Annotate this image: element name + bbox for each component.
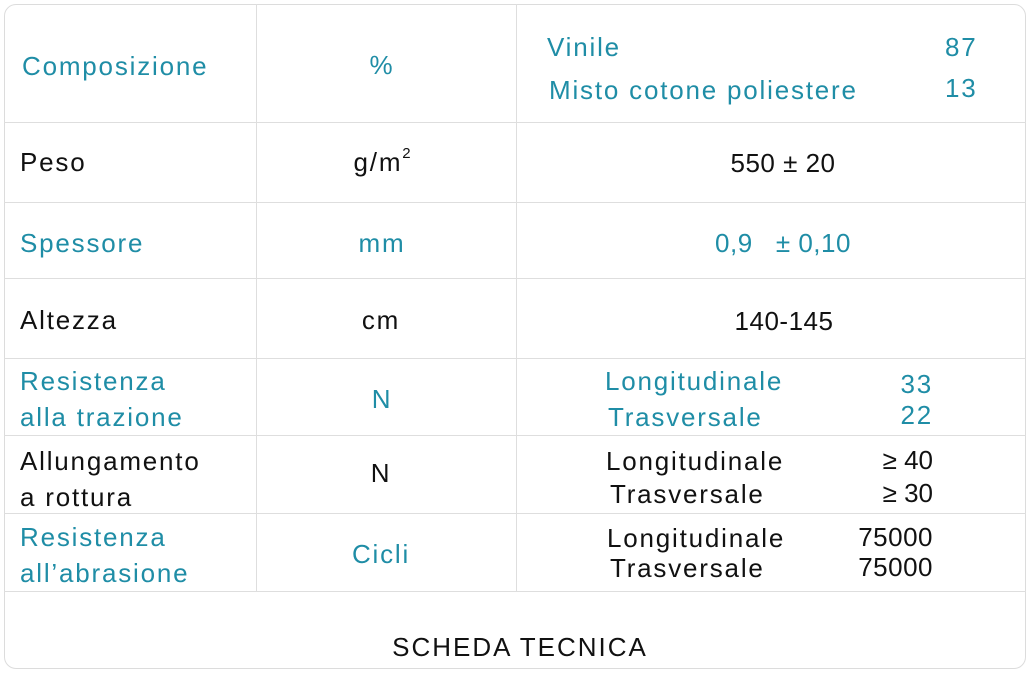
unit-base: g/m xyxy=(353,147,403,177)
value-number: ≥ 30 xyxy=(882,478,933,508)
row-unit: N xyxy=(370,458,392,488)
divider xyxy=(4,122,1026,123)
row-value: 140-145 xyxy=(734,306,834,336)
value-label: Trasversale xyxy=(610,553,765,583)
value-label: Longitudinale xyxy=(605,366,784,396)
value-number: ≥ 40 xyxy=(882,445,933,475)
value-number: 75000 xyxy=(858,522,933,552)
row-name-line: Allungamento xyxy=(20,446,201,476)
divider xyxy=(256,4,257,591)
value-label: Trasversale xyxy=(610,479,765,509)
divider xyxy=(516,4,517,591)
row-name: Spessore xyxy=(20,228,145,258)
value-label: Misto cotone poliestere xyxy=(549,75,858,105)
value-label: Vinile xyxy=(547,32,621,62)
row-name-line: Resistenza xyxy=(20,366,167,396)
row-name-line: a rottura xyxy=(20,482,134,512)
value-label: Longitudinale xyxy=(607,523,786,553)
divider xyxy=(4,513,1026,514)
unit-superscript: 2 xyxy=(402,145,413,162)
value-number: 87 xyxy=(945,32,978,62)
row-unit: % xyxy=(369,50,395,80)
divider xyxy=(4,591,1026,592)
value-number: 22 xyxy=(900,400,933,430)
value-label: Longitudinale xyxy=(606,446,785,476)
row-name-line: Resistenza xyxy=(20,522,167,552)
value-number: 75000 xyxy=(858,552,933,582)
row-name-line: alla trazione xyxy=(20,402,184,432)
row-unit: g/m2 xyxy=(353,146,413,177)
divider xyxy=(4,278,1026,279)
footer-title: SCHEDA TECNICA xyxy=(392,632,648,662)
spec-table xyxy=(4,4,1026,669)
divider xyxy=(4,435,1026,436)
row-unit: N xyxy=(371,384,393,414)
row-unit: Cicli xyxy=(351,539,411,569)
row-name: Altezza xyxy=(20,305,118,335)
row-unit: cm xyxy=(361,305,401,335)
row-name-line: all’abrasione xyxy=(20,558,190,588)
row-value: 550 ± 20 xyxy=(730,148,836,178)
divider xyxy=(4,202,1026,203)
row-value: 0,9 ± 0,10 xyxy=(715,228,851,258)
row-name: Composizione xyxy=(22,51,209,81)
divider xyxy=(4,358,1026,359)
row-unit: mm xyxy=(358,228,406,258)
value-label: Trasversale xyxy=(608,402,763,432)
value-number: 33 xyxy=(900,369,933,399)
value-number: 13 xyxy=(945,73,978,103)
row-name: Peso xyxy=(20,147,87,177)
